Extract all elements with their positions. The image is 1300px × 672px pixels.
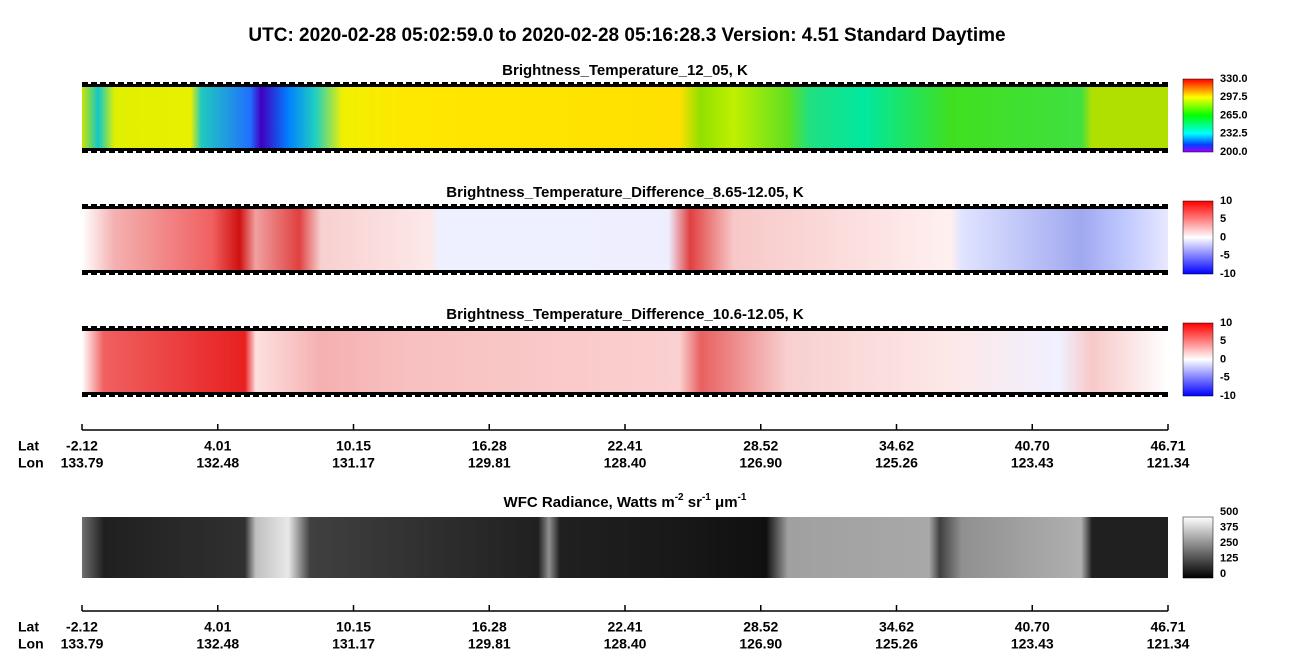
title-part: -1 — [738, 492, 747, 503]
lat-tick-label: 28.52 — [743, 619, 778, 635]
lat-tick-label: 16.28 — [472, 619, 507, 635]
lat-tick-label: 28.52 — [743, 438, 778, 454]
lon-tick-label: 123.43 — [1011, 636, 1054, 652]
colorbar — [1182, 516, 1214, 579]
colorbar-label: 10 — [1220, 195, 1232, 207]
lat-tick-label: -2.12 — [66, 438, 98, 454]
swath-edge — [82, 206, 1168, 209]
colorbar-label: 500 — [1220, 506, 1238, 518]
lat-label: Lat — [18, 619, 39, 635]
colorbar-label: 297.5 — [1220, 91, 1248, 103]
colorbar-label: 0 — [1220, 568, 1226, 580]
colorbar-label: -5 — [1220, 250, 1230, 262]
image-strip — [82, 84, 1168, 151]
lon-tick-label: 133.79 — [61, 455, 104, 471]
lat-tick-label: 22.41 — [607, 619, 642, 635]
swath-edge — [82, 84, 1168, 87]
colorbar-label: 0 — [1220, 231, 1226, 243]
lat-tick-label: 4.01 — [204, 619, 231, 635]
lon-label: Lon — [18, 455, 44, 471]
lon-tick-label: 129.81 — [468, 636, 511, 652]
panel-title: WFC Radiance, Watts m-2 sr-1 μm-1 — [504, 492, 747, 511]
lat-tick-label: 16.28 — [472, 438, 507, 454]
lon-tick-label: 121.34 — [1147, 455, 1190, 471]
colorbar-label: 10 — [1220, 317, 1232, 329]
colorbar — [1182, 322, 1214, 397]
lat-label: Lat — [18, 438, 39, 454]
lon-tick-label: 123.43 — [1011, 455, 1054, 471]
lat-tick-label: 4.01 — [204, 438, 231, 454]
colorbar — [1182, 200, 1214, 275]
lat-tick-label: 10.15 — [336, 619, 371, 635]
title-part: sr — [684, 494, 703, 511]
image-strip — [82, 206, 1168, 273]
colorbar-label: 265.0 — [1220, 109, 1248, 121]
colorbar-label: 250 — [1220, 537, 1238, 549]
panel-title: Brightness_Temperature_Difference_10.6-1… — [446, 306, 804, 323]
lon-tick-label: 121.34 — [1147, 636, 1190, 652]
swath-edge — [82, 328, 1168, 331]
colorbar-label: 330.0 — [1220, 73, 1248, 85]
colorbar-label: 200.0 — [1220, 146, 1248, 158]
colorbar-label: -5 — [1220, 372, 1230, 384]
lat-tick-label: 22.41 — [607, 438, 642, 454]
lat-tick-label: 40.70 — [1015, 619, 1050, 635]
lat-tick-label: 10.15 — [336, 438, 371, 454]
lon-tick-label: 125.26 — [875, 636, 918, 652]
colorbar-label: 375 — [1220, 521, 1238, 533]
title-part: WFC Radiance, Watts m — [504, 494, 675, 511]
lat-tick-label: 34.62 — [879, 619, 914, 635]
lon-tick-label: 128.40 — [604, 636, 647, 652]
title-part: μm — [711, 494, 738, 511]
swath-edge — [82, 270, 1168, 273]
colorbar-label: -10 — [1220, 390, 1236, 402]
lon-tick-label: 128.40 — [604, 455, 647, 471]
lon-tick-label: 131.17 — [332, 636, 375, 652]
title-part: -1 — [702, 492, 711, 503]
lat-tick-label: 40.70 — [1015, 438, 1050, 454]
colorbar-label: 232.5 — [1220, 128, 1248, 140]
figure-title: UTC: 2020-02-28 05:02:59.0 to 2020-02-28… — [248, 25, 1005, 46]
lon-label: Lon — [18, 636, 44, 652]
panel-title: Brightness_Temperature_Difference_8.65-1… — [446, 184, 804, 201]
lon-tick-label: 132.48 — [196, 455, 239, 471]
colorbar-label: 125 — [1220, 552, 1238, 564]
lon-tick-label: 132.48 — [196, 636, 239, 652]
lon-tick-label: 126.90 — [739, 636, 782, 652]
image-strip — [82, 328, 1168, 395]
swath-edge — [82, 392, 1168, 395]
lon-tick-label: 133.79 — [61, 636, 104, 652]
lat-tick-label: 34.62 — [879, 438, 914, 454]
image-strip — [82, 517, 1168, 578]
colorbar-label: 0 — [1220, 353, 1226, 365]
panel-title: Brightness_Temperature_12_05, K — [502, 62, 748, 79]
colorbar-label: 5 — [1220, 213, 1226, 225]
lat-tick-label: 46.71 — [1150, 619, 1185, 635]
lat-tick-label: 46.71 — [1150, 438, 1185, 454]
swath-edge — [82, 148, 1168, 151]
title-part: -2 — [675, 492, 684, 503]
colorbar-label: 5 — [1220, 335, 1226, 347]
lat-tick-label: -2.12 — [66, 619, 98, 635]
colorbar — [1182, 78, 1214, 153]
lon-tick-label: 126.90 — [739, 455, 782, 471]
colorbar-label: -10 — [1220, 268, 1236, 280]
lon-tick-label: 129.81 — [468, 455, 511, 471]
lon-tick-label: 125.26 — [875, 455, 918, 471]
lon-tick-label: 131.17 — [332, 455, 375, 471]
